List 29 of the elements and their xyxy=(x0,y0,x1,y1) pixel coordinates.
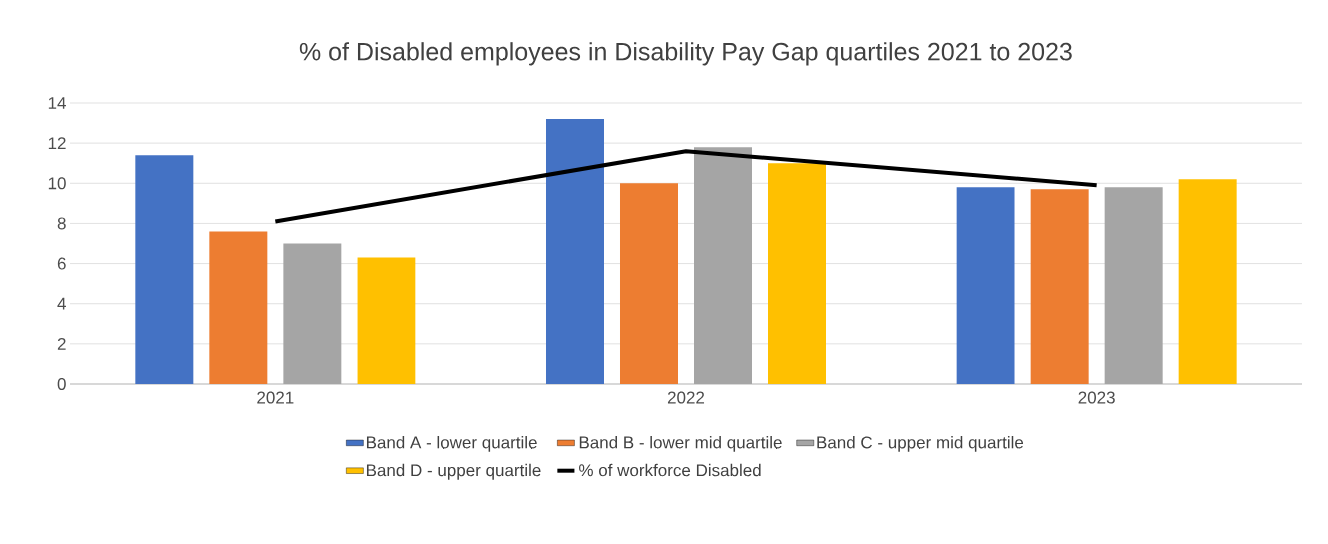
y-tick-label: 10 xyxy=(48,177,66,190)
legend-label: % of workforce Disabled xyxy=(579,463,761,477)
x-tick-label: 2023 xyxy=(1078,391,1115,404)
bar xyxy=(546,119,604,384)
y-tick-label: 12 xyxy=(48,137,66,150)
y-tick-label: 6 xyxy=(57,257,66,270)
bar xyxy=(1104,187,1163,384)
chart-title: % of Disabled employees in Disability Pay Gap quartiles 2021 to 2023 xyxy=(299,42,1072,66)
bar xyxy=(135,155,194,384)
y-tick-label: 4 xyxy=(57,297,66,310)
bar xyxy=(1178,179,1237,384)
bar xyxy=(768,163,826,384)
bar xyxy=(357,257,416,384)
bar xyxy=(209,231,268,384)
legend-label: Band A - lower quartile xyxy=(366,435,537,452)
y-tick-label: 0 xyxy=(57,377,66,391)
bar xyxy=(620,183,678,384)
bar xyxy=(283,243,342,384)
legend-label: Band C - upper mid quartile xyxy=(817,435,1024,452)
bar xyxy=(956,187,1015,384)
y-tick-label: 2 xyxy=(57,337,66,350)
y-tick-label: 14 xyxy=(48,97,66,109)
x-tick-label: 2021 xyxy=(257,391,294,404)
bar xyxy=(1030,189,1089,384)
legend-label: Band B - lower mid quartile xyxy=(579,435,782,452)
bar xyxy=(694,147,752,384)
x-tick-label: 2022 xyxy=(667,391,705,404)
y-tick-label: 8 xyxy=(57,217,66,230)
legend-label: Band D - upper quartile xyxy=(366,463,541,480)
